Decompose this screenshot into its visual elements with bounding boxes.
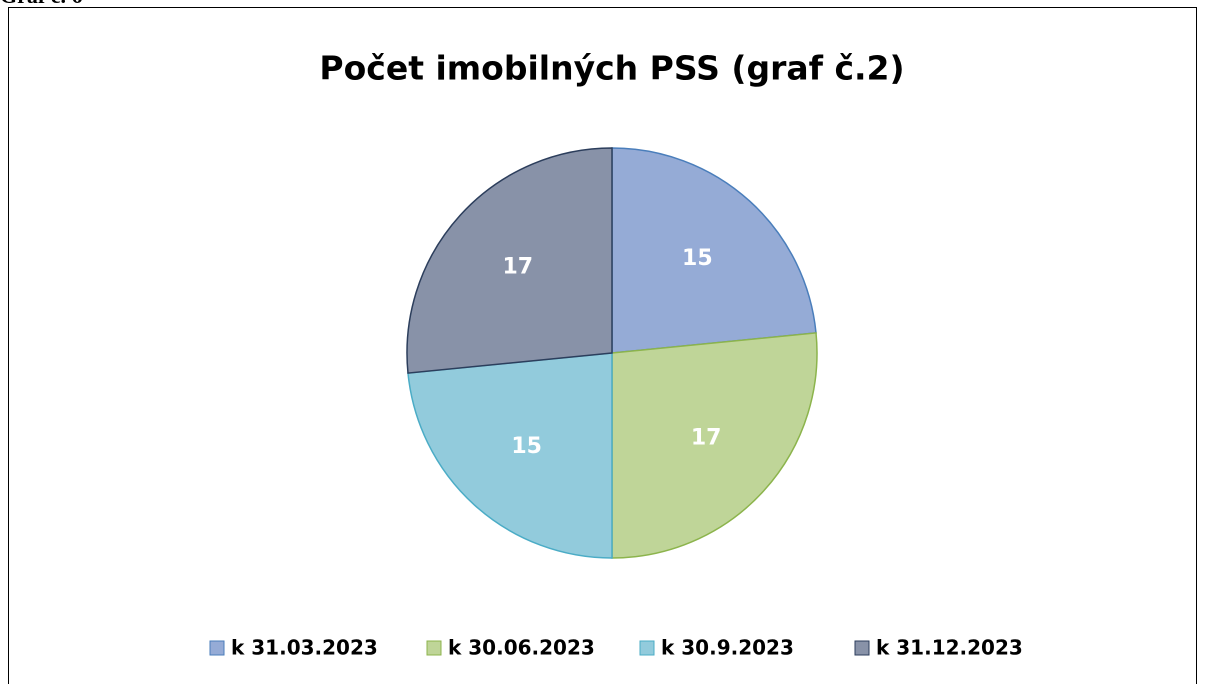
pie-slice <box>407 352 613 559</box>
chart-title: Počet imobilných PSS (graf č.2) <box>319 49 904 88</box>
caption: Graf č. 6 <box>0 0 82 8</box>
legend-swatch <box>639 640 655 656</box>
data-label: 15 <box>682 246 713 271</box>
legend-swatch <box>209 640 225 656</box>
legend-label: k 30.9.2023 <box>661 636 794 660</box>
data-label: 17 <box>503 255 534 280</box>
legend-label: k 30.06.2023 <box>448 636 595 660</box>
pie-slice <box>611 147 817 354</box>
legend-swatch <box>854 640 870 656</box>
legend-label: k 31.12.2023 <box>876 636 1023 660</box>
data-label: 15 <box>511 434 542 459</box>
legend-label: k 31.03.2023 <box>231 636 378 660</box>
pie-slice <box>406 147 613 374</box>
legend-swatch <box>426 640 442 656</box>
data-label: 17 <box>691 425 722 450</box>
pie-slice <box>611 332 818 559</box>
